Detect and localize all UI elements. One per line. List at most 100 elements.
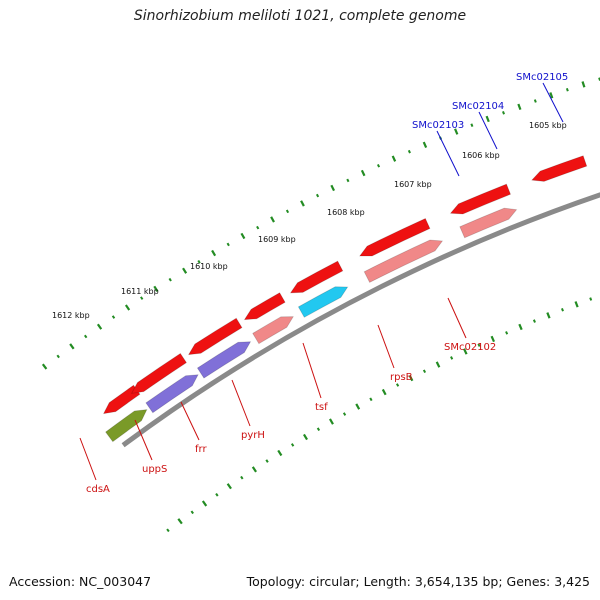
scale-tick: [168, 277, 172, 282]
scale-labels: 1605 kbp 1606 kbp 1607 kbp 1608 kbp 1609…: [52, 121, 567, 320]
leader-line: [302, 342, 322, 399]
gene-label-smc02102: SMc02102: [444, 342, 496, 353]
scale-tick: [111, 315, 116, 319]
scale-tick: [533, 99, 537, 103]
gene-arrow-reverse: [289, 260, 344, 294]
scale-label-1608: 1608 kbp: [327, 208, 365, 217]
leader-line: [79, 437, 97, 481]
scale-tick: [407, 149, 411, 154]
leader-line: [231, 379, 251, 427]
scale-tick: [277, 449, 283, 457]
scale-tick: [450, 356, 454, 360]
gene-features: [102, 155, 588, 443]
gene-label-cdsa: cdsA: [86, 484, 110, 495]
scale-label-1605: 1605 kbp: [529, 121, 567, 130]
scale-tick: [574, 301, 579, 308]
scale-tick: [96, 323, 103, 330]
leader-line: [542, 82, 564, 123]
scale-tick: [166, 528, 170, 533]
scale-tick: [124, 304, 131, 311]
scale-tick: [381, 388, 387, 396]
leader-line: [134, 419, 153, 461]
gene-label-frr: frr: [195, 444, 207, 455]
gene-arrow: [459, 207, 518, 239]
gene-arrow: [196, 341, 252, 379]
gene-arrow-reverse: [531, 155, 588, 182]
scale-tick: [285, 209, 290, 214]
gene-label-smc02105: SMc02105: [516, 72, 568, 83]
scale-tick: [561, 308, 564, 312]
scale-tick: [83, 334, 88, 339]
scale-tick: [396, 383, 400, 387]
gene-arrow-reverse: [358, 217, 431, 257]
scale-tick: [355, 403, 361, 410]
gene-label-smc02104: SMc02104: [452, 101, 504, 112]
scale-tick: [369, 397, 373, 402]
scale-label-1609: 1609 kbp: [258, 235, 296, 244]
scale-tick: [197, 260, 201, 264]
gene-label-tsf: tsf: [315, 402, 328, 413]
gene-label-smc02103: SMc02103: [412, 120, 464, 131]
scale-label-1610: 1610 kbp: [190, 262, 228, 271]
scale-tick: [270, 216, 275, 223]
scale-tick: [256, 225, 260, 230]
scale-label-1611: 1611 kbp: [121, 287, 159, 296]
scale-tick: [454, 128, 459, 135]
gene-arrow: [145, 374, 199, 414]
scale-tick: [589, 297, 593, 301]
scale-tick: [251, 466, 257, 473]
scale-tick: [41, 363, 48, 370]
scale-tick: [316, 427, 321, 432]
scale-tick: [201, 500, 208, 507]
leader-line: [377, 324, 395, 369]
scale-tick: [240, 475, 244, 480]
scale-tick: [549, 92, 554, 99]
scale-tick: [546, 312, 551, 319]
scale-tick: [265, 459, 269, 463]
gene-label-upps: uppS: [142, 464, 167, 475]
scale-tick: [581, 81, 586, 88]
scale-tick: [360, 169, 366, 177]
gene-arrow-reverse: [243, 292, 286, 321]
gene-label-rpsb: rpsB: [390, 372, 413, 383]
gene-arrow-reverse: [187, 317, 243, 356]
scale-tick: [329, 418, 334, 425]
scale-tick: [300, 200, 305, 207]
accession-text: Accession: NC_003047: [9, 574, 152, 589]
genome-backbone: [121, 192, 600, 448]
scale-tick: [56, 354, 60, 359]
scale-tick: [290, 443, 295, 447]
scale-tick: [226, 483, 232, 490]
scale-label-1612: 1612 kbp: [52, 311, 90, 320]
scale-tick: [182, 267, 188, 274]
scale-tick: [422, 369, 427, 374]
scale-tick: [226, 242, 230, 247]
scale-tick: [422, 141, 428, 149]
scale-tick: [190, 510, 194, 515]
scale-tick: [153, 285, 159, 292]
scale-tick: [505, 331, 509, 335]
scale-tick: [532, 319, 536, 323]
scale-tick: [330, 184, 336, 192]
topology-text: Topology: circular; Length: 3,654,135 bp…: [246, 574, 590, 589]
scale-tick: [490, 335, 496, 343]
scale-tick: [302, 433, 308, 441]
gene-label-pyrh: pyrH: [241, 430, 265, 441]
scale-tick: [435, 361, 441, 368]
scale-tick: [477, 343, 481, 347]
leader-line: [180, 401, 200, 441]
scale-tick: [502, 111, 505, 115]
map-title: Sinorhizobium meliloti 1021, complete ge…: [133, 8, 467, 24]
scale-tick: [140, 296, 144, 300]
leader-line: [436, 130, 460, 177]
scale-tick: [517, 103, 522, 111]
scale-tick: [342, 412, 347, 416]
scale-tick: [485, 115, 490, 123]
scale-label-1606: 1606 kbp: [462, 151, 500, 160]
gene-arrow: [363, 239, 444, 283]
scale-tick: [69, 343, 75, 350]
scale-tick: [215, 492, 219, 497]
scale-tick: [463, 348, 468, 355]
gene-arrow: [252, 316, 294, 345]
